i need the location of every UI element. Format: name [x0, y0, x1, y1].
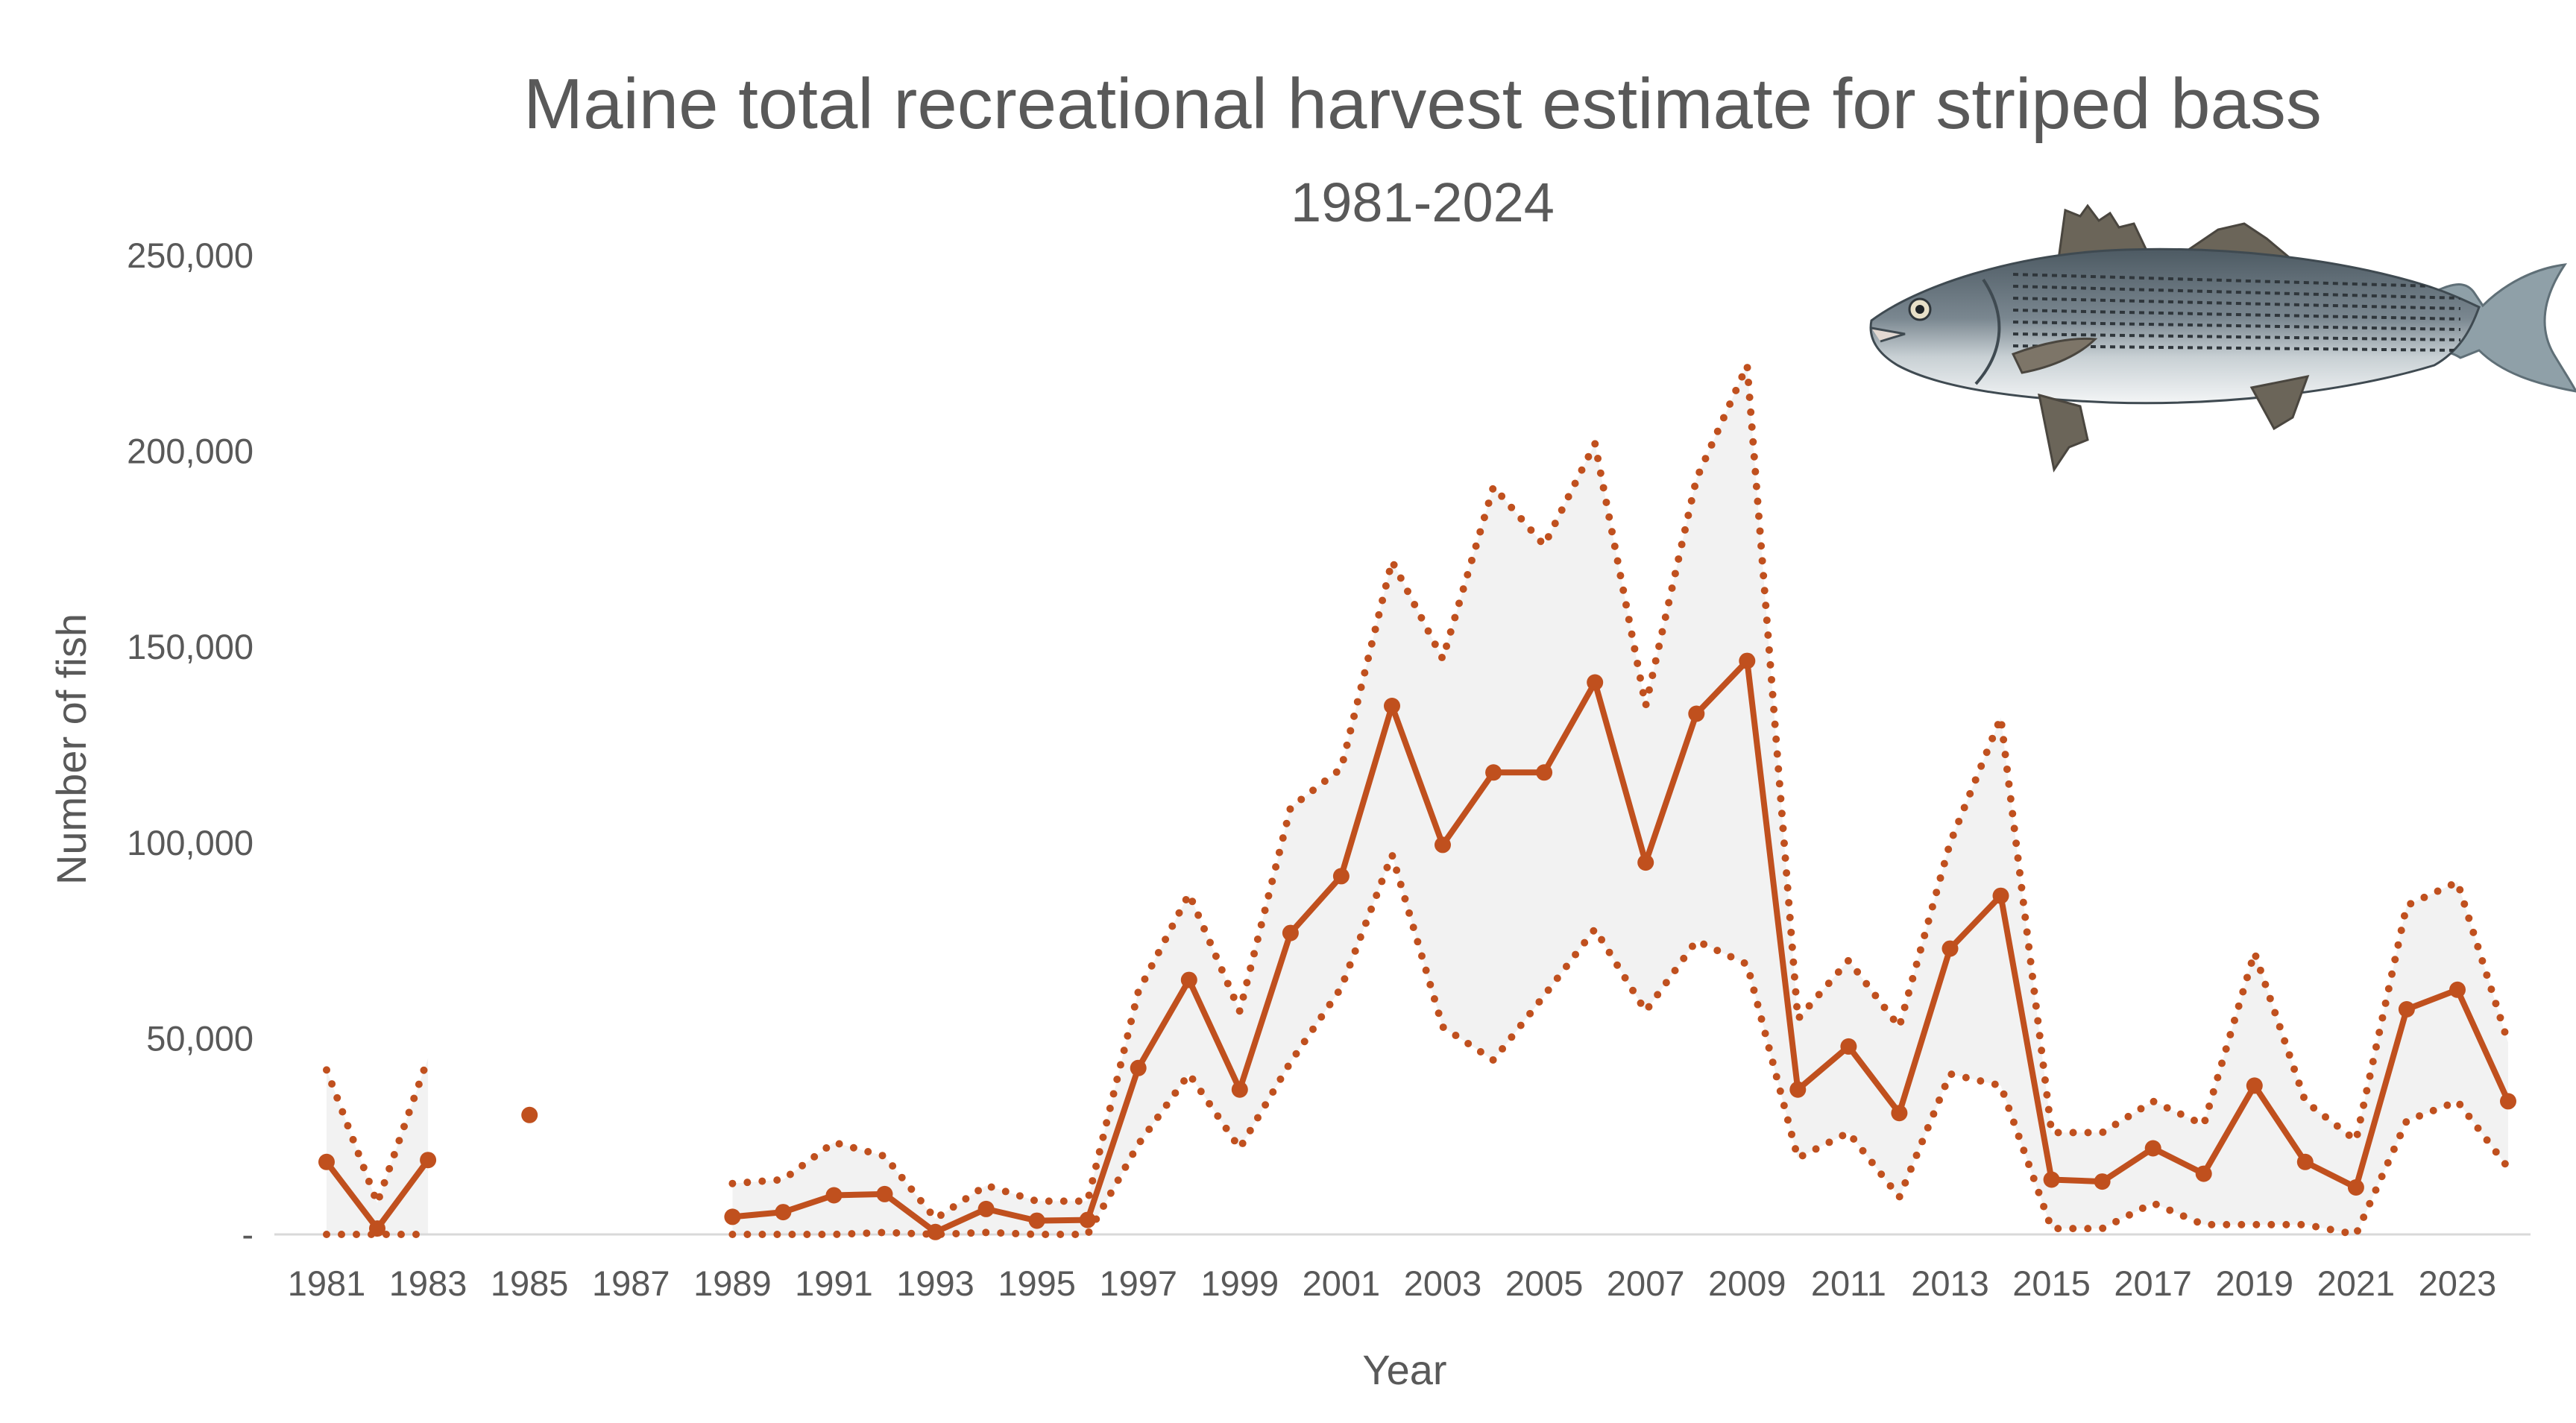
x-tick-label: 2007	[1607, 1263, 1685, 1303]
data-point-2023	[2449, 981, 2466, 998]
data-point-2020	[2296, 1153, 2314, 1170]
y-tick-label: -	[242, 1214, 253, 1254]
x-tick-label: 2021	[2317, 1263, 2396, 1303]
x-tick-label: 2011	[1811, 1263, 1886, 1303]
data-point-2009	[1739, 652, 1756, 669]
x-tick-label: 2015	[2012, 1263, 2091, 1303]
estimate-points	[318, 652, 2516, 1240]
y-tick-label: 150,000	[127, 627, 253, 666]
data-point-2017	[2144, 1140, 2161, 1157]
x-axis-ticks: 1981 1983 1985 1987 1989 1991 1993 1995 1997 1999…	[288, 1263, 2497, 1303]
data-point-2021	[2347, 1179, 2364, 1196]
x-tick-label: 1989	[693, 1263, 772, 1303]
data-point-2014	[1992, 887, 2009, 904]
data-point-2024	[2500, 1093, 2516, 1110]
data-point-1981	[318, 1153, 335, 1170]
data-point-1999	[1231, 1081, 1248, 1098]
x-tick-label: 1985	[491, 1263, 569, 1303]
data-point-2008	[1688, 705, 1705, 722]
y-axis-label: Number of fish	[48, 613, 95, 885]
data-point-1993	[927, 1223, 944, 1240]
x-tick-label: 1993	[896, 1263, 974, 1303]
y-tick-label: 50,000	[146, 1018, 253, 1058]
striped-bass-fish-icon	[1869, 203, 2576, 473]
x-tick-label: 1991	[795, 1263, 873, 1303]
data-point-2000	[1282, 924, 1299, 941]
data-point-1991	[825, 1187, 843, 1204]
data-point-1998	[1180, 971, 1197, 988]
chart-subtitle: 1981-2024	[1291, 171, 1555, 233]
data-point-1996	[1079, 1211, 1096, 1228]
x-tick-label: 2005	[1505, 1263, 1584, 1303]
x-tick-label: 2001	[1303, 1263, 1381, 1303]
data-point-2019	[2246, 1077, 2263, 1094]
x-tick-label: 2017	[2114, 1263, 2192, 1303]
confidence-band	[327, 365, 2509, 1235]
x-tick-label: 1983	[389, 1263, 467, 1303]
data-point-2002	[1384, 698, 1400, 714]
lower-bound-line-1	[728, 842, 2512, 1239]
data-point-1992	[876, 1185, 893, 1202]
data-point-2016	[2094, 1173, 2111, 1190]
x-tick-label: 1997	[1099, 1263, 1177, 1303]
data-point-2018	[2195, 1165, 2212, 1182]
data-point-1990	[775, 1204, 792, 1221]
data-point-2001	[1332, 868, 1350, 885]
data-point-1989	[724, 1208, 741, 1225]
x-tick-label: 2003	[1404, 1263, 1482, 1303]
x-tick-label: 2023	[2419, 1263, 2497, 1303]
x-tick-label: 1995	[998, 1263, 1076, 1303]
x-tick-label: 2019	[2215, 1263, 2293, 1303]
y-tick-label: 200,000	[127, 432, 253, 471]
band-segment-1	[732, 365, 2509, 1235]
data-point-1995	[1028, 1212, 1045, 1229]
chart-title: Maine total recreational harvest estimat…	[523, 64, 2322, 144]
y-tick-label: 100,000	[127, 823, 253, 862]
x-axis-label: Year	[1362, 1346, 1446, 1393]
data-point-2004	[1485, 764, 1502, 781]
x-tick-label: 2009	[1708, 1263, 1786, 1303]
confidence-bounds	[323, 364, 2512, 1239]
data-point-2006	[1587, 674, 1604, 691]
data-point-2005	[1536, 764, 1553, 781]
x-tick-label: 1981	[288, 1263, 366, 1303]
y-axis-ticks: - 50,000 100,000 150,000 200,000 250,000	[127, 236, 253, 1254]
x-tick-label: 1987	[592, 1263, 670, 1303]
x-tick-label: 2013	[1911, 1263, 1989, 1303]
upper-bound-line-0	[323, 1054, 432, 1214]
data-point-1982	[369, 1220, 385, 1237]
estimate-line-segment-2	[729, 657, 2511, 1235]
data-point-2012	[1891, 1105, 1908, 1122]
data-point-2011	[1840, 1038, 1857, 1055]
data-point-1985	[521, 1106, 538, 1123]
data-point-2003	[1435, 836, 1451, 854]
x-tick-label: 1999	[1201, 1263, 1279, 1303]
upper-bound-line-1	[728, 364, 2512, 1224]
band-segment-0	[327, 1058, 429, 1234]
data-point-2010	[1789, 1081, 1807, 1098]
data-point-1994	[977, 1200, 995, 1217]
data-point-2022	[2398, 1001, 2415, 1017]
data-point-2013	[1942, 940, 1959, 957]
data-point-1997	[1130, 1059, 1147, 1076]
data-point-2015	[2043, 1171, 2060, 1188]
y-tick-label: 250,000	[127, 236, 253, 275]
data-point-2007	[1637, 854, 1654, 871]
data-point-1983	[420, 1152, 437, 1169]
